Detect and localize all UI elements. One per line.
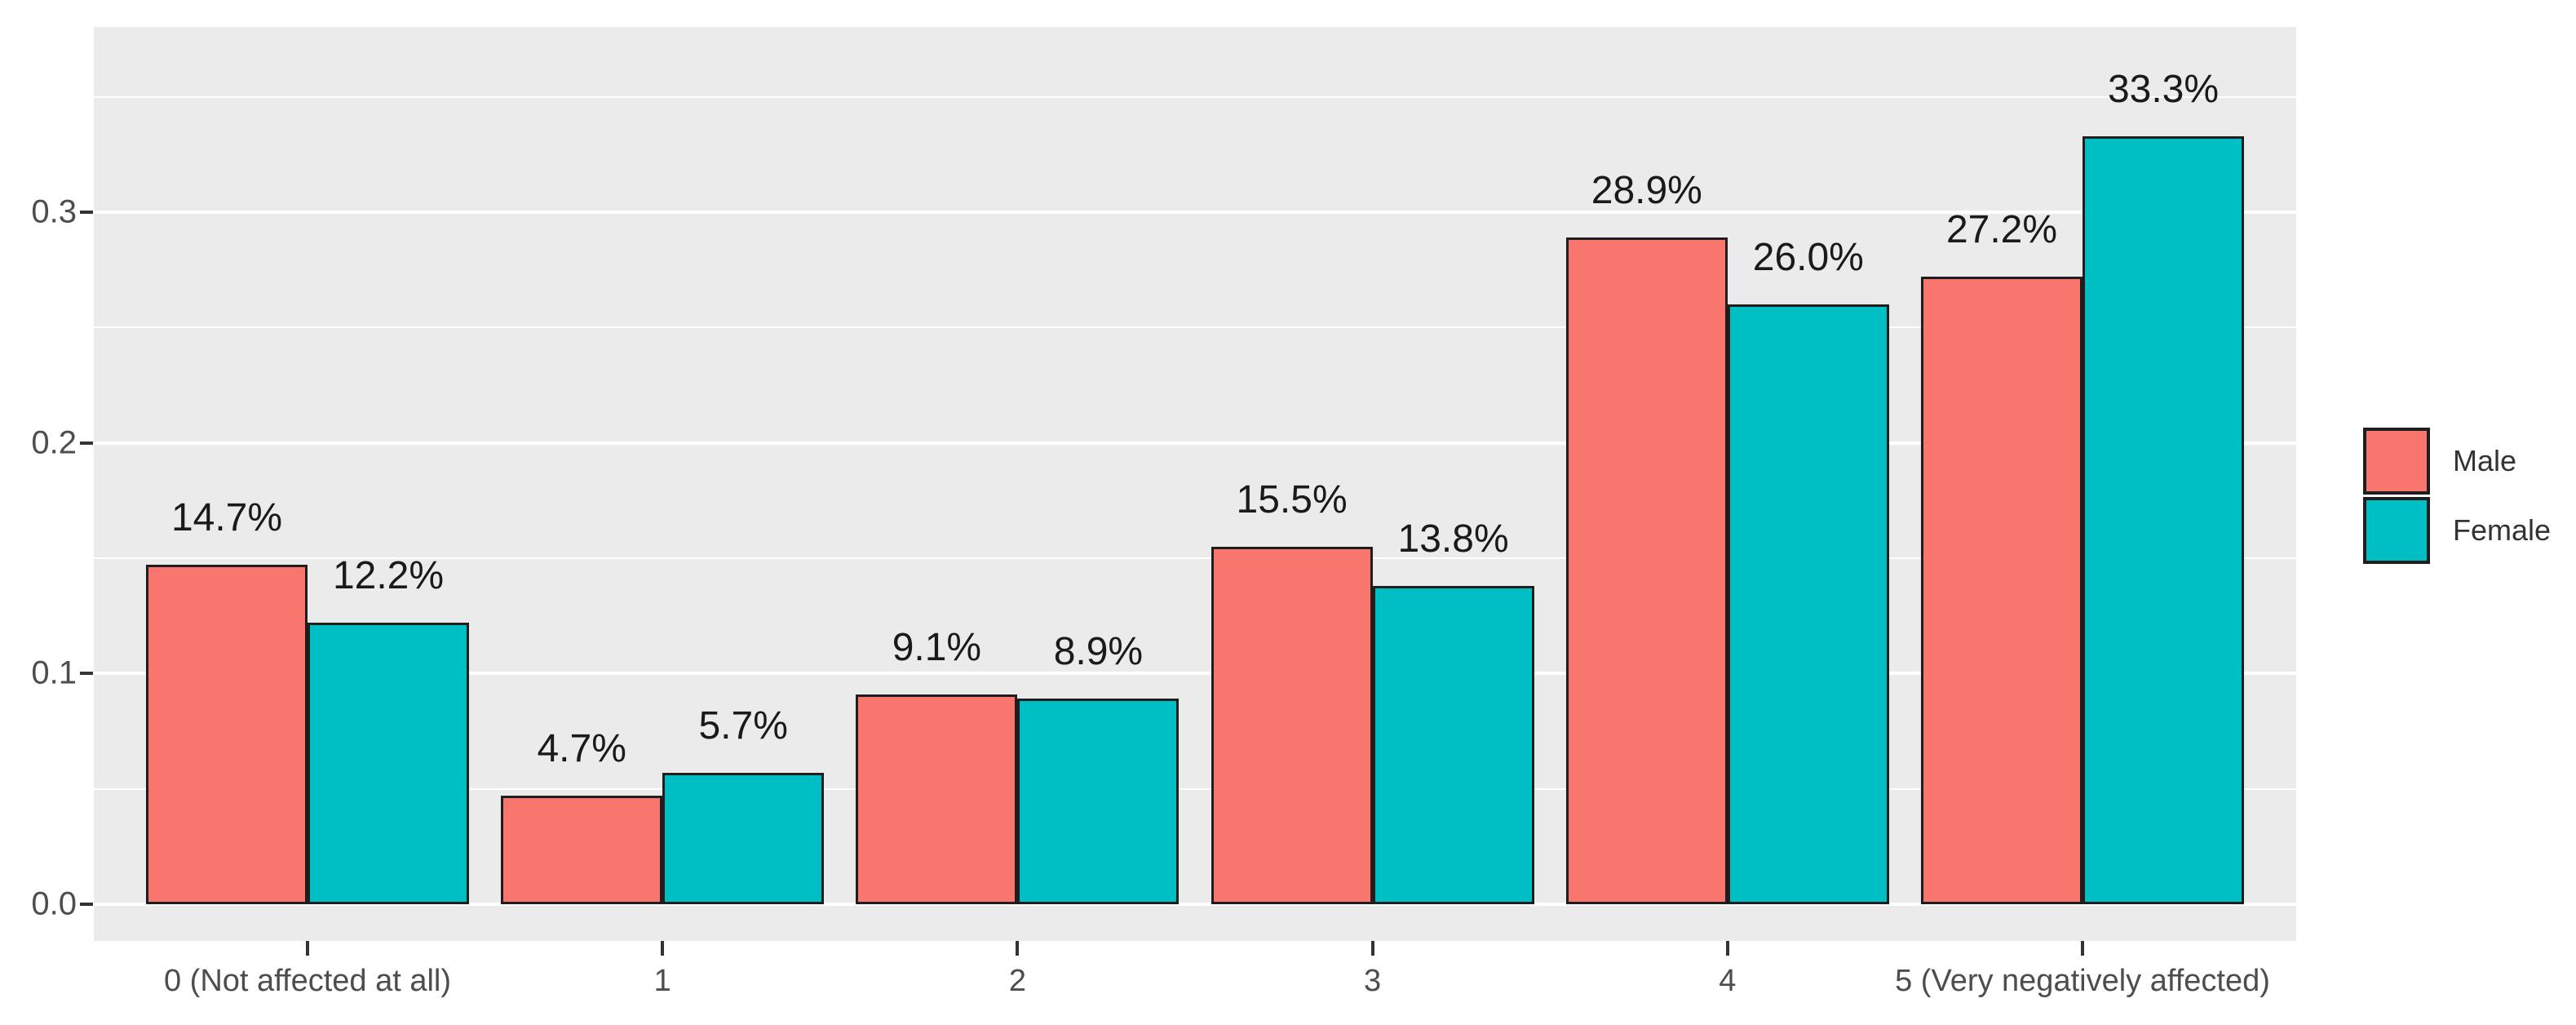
x-axis-tick: [2081, 941, 2084, 956]
bar-male-2: [856, 694, 1018, 904]
legend-swatch-female: [2363, 497, 2430, 564]
bar-male-1: [501, 796, 663, 904]
bar-value-label: 13.8%: [1397, 517, 1509, 561]
bar-male-3: [1211, 546, 1373, 904]
y-axis-tick: [80, 210, 93, 214]
bar-male-5: [1921, 277, 2082, 904]
x-axis-tick-label: 4: [1719, 964, 1737, 998]
legend-label: Male: [2453, 444, 2517, 477]
bar-female-1: [662, 772, 825, 904]
x-axis-tick-label: 1: [653, 964, 671, 998]
bar-female-4: [1727, 304, 1889, 904]
legend-label: Female: [2453, 513, 2552, 547]
legend-entry-female: Female: [2363, 497, 2551, 564]
minor-gridline: [94, 326, 2296, 329]
bar-value-label: 15.5%: [1236, 477, 1348, 521]
y-axis-tick-label: 0.1: [31, 654, 77, 691]
bar-value-label: 8.9%: [1053, 630, 1144, 674]
bar-value-label: 28.9%: [1591, 169, 1702, 212]
y-axis-tick: [80, 441, 93, 445]
minor-gridline: [94, 557, 2296, 559]
major-gridline: [94, 441, 2296, 445]
bar-value-label: 27.2%: [1945, 208, 2058, 252]
x-axis-tick-label: 0 (Not affected at all): [163, 964, 452, 998]
bar-value-label: 4.7%: [537, 727, 626, 771]
x-axis-tick: [306, 941, 309, 956]
bar-value-label: 9.1%: [892, 625, 982, 669]
y-axis-tick-label: 0.3: [31, 193, 77, 230]
legend-swatch-male: [2363, 428, 2430, 495]
x-axis-tick-label: 5 (Very negatively affected): [1895, 964, 2270, 998]
x-axis-tick: [1016, 941, 1020, 956]
x-axis-tick-label: 2: [1008, 964, 1026, 998]
plot-panel: 14.7% 12.2% 4.7% 5.7% 9.1% 8.9% 15.5% 13.8% 28.9…: [94, 27, 2296, 941]
major-gridline: [94, 903, 2296, 906]
legend: Male Female: [2363, 428, 2551, 566]
x-axis-tick: [1370, 941, 1374, 956]
major-gridline: [94, 210, 2296, 214]
bar-female-0: [308, 623, 469, 904]
bar-female-3: [1372, 585, 1534, 904]
y-axis-tick-label: 0.2: [31, 424, 77, 461]
bar-male-0: [146, 565, 308, 904]
bar-female-5: [2082, 135, 2244, 904]
bar-value-label: 33.3%: [2107, 67, 2220, 111]
bar-male-4: [1565, 237, 1728, 904]
bar-value-label: 26.0%: [1752, 235, 1864, 279]
x-axis-tick-label: 3: [1364, 964, 1382, 998]
y-axis-tick-label: 0.0: [31, 885, 77, 922]
x-axis-tick: [1725, 941, 1729, 956]
bar-female-2: [1017, 699, 1180, 904]
bar-value-label: 5.7%: [698, 703, 788, 748]
bar-value-label: 12.2%: [332, 554, 445, 598]
y-axis-tick: [80, 672, 93, 676]
y-axis-tick: [80, 903, 93, 906]
minor-gridline: [94, 95, 2296, 98]
legend-entry-male: Male: [2363, 428, 2551, 495]
major-gridline: [94, 672, 2296, 676]
x-axis-tick: [661, 941, 665, 956]
minor-gridline: [94, 788, 2296, 790]
bar-value-label: 14.7%: [170, 496, 283, 540]
